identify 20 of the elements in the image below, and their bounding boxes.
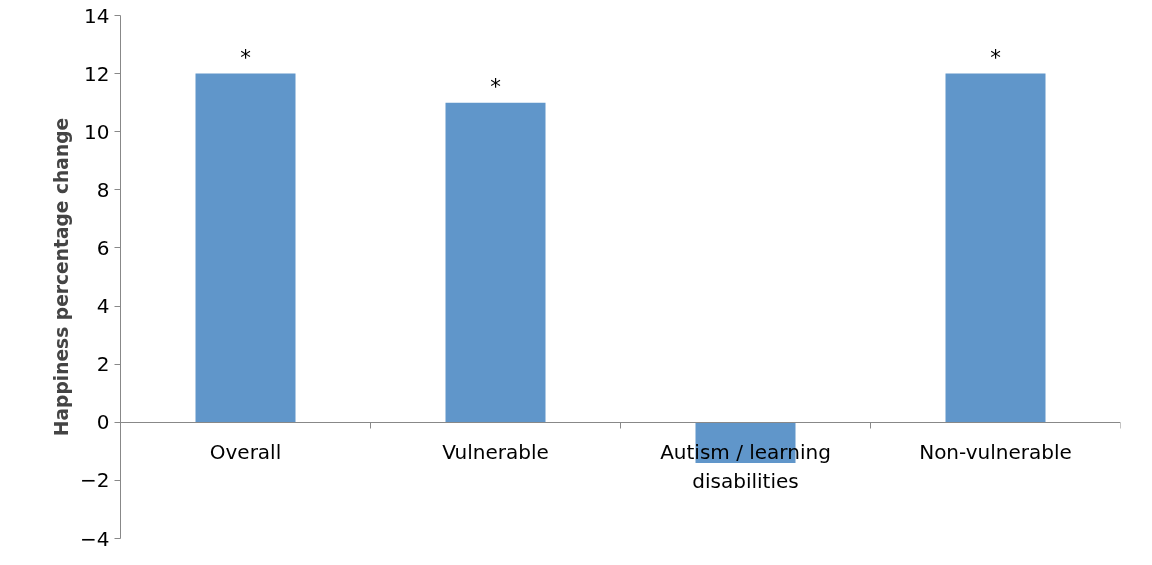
x-tick-label: Non-vulnerable	[919, 440, 1072, 465]
x-tick-label: Overall	[209, 440, 282, 465]
y-tick-label: 2	[96, 352, 110, 377]
bar	[945, 73, 1046, 423]
annotation: *	[490, 73, 502, 99]
y-tick-label: −2	[80, 468, 110, 493]
bar	[445, 102, 546, 423]
y-tick-label: 10	[84, 119, 110, 144]
y-axis-title: Happiness percentage change	[51, 117, 73, 437]
y-tick-label: 8	[96, 177, 110, 202]
annotation: *	[240, 44, 252, 70]
y-tick-label: −4	[80, 526, 110, 551]
y-tick-label: 14	[84, 3, 110, 28]
y-tick-label: 0	[96, 410, 110, 435]
bar	[195, 73, 296, 423]
y-tick-label: 6	[96, 235, 110, 260]
y-tick-label: 12	[84, 61, 110, 86]
annotation: *	[990, 44, 1002, 70]
y-tick-label: 4	[96, 294, 110, 319]
x-tick-label: Vulnerable	[442, 440, 549, 465]
